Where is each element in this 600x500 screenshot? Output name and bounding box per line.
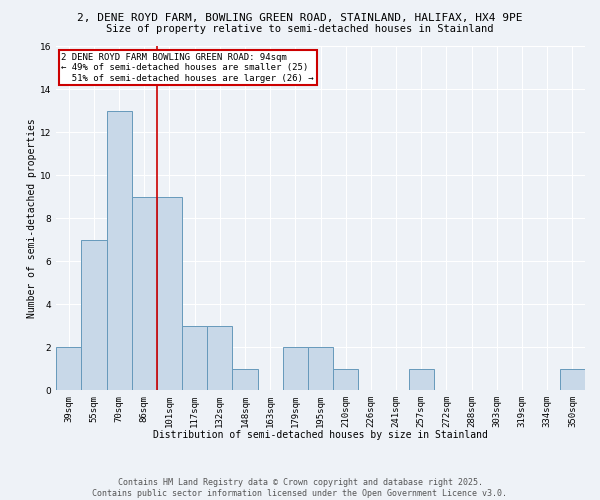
X-axis label: Distribution of semi-detached houses by size in Stainland: Distribution of semi-detached houses by … — [153, 430, 488, 440]
Bar — [560, 368, 585, 390]
Y-axis label: Number of semi-detached properties: Number of semi-detached properties — [27, 118, 37, 318]
Bar — [333, 368, 358, 390]
Text: 2 DENE ROYD FARM BOWLING GREEN ROAD: 94sqm
← 49% of semi-detached houses are sma: 2 DENE ROYD FARM BOWLING GREEN ROAD: 94s… — [61, 53, 314, 82]
Bar — [232, 368, 257, 390]
Text: Size of property relative to semi-detached houses in Stainland: Size of property relative to semi-detach… — [106, 24, 494, 34]
Bar — [131, 196, 157, 390]
Bar — [182, 326, 207, 390]
Bar — [82, 240, 107, 390]
Text: 2, DENE ROYD FARM, BOWLING GREEN ROAD, STAINLAND, HALIFAX, HX4 9PE: 2, DENE ROYD FARM, BOWLING GREEN ROAD, S… — [77, 12, 523, 22]
Bar — [157, 196, 182, 390]
Bar — [56, 347, 82, 390]
Bar — [107, 110, 131, 390]
Bar — [207, 326, 232, 390]
Bar — [308, 347, 333, 390]
Text: Contains HM Land Registry data © Crown copyright and database right 2025.
Contai: Contains HM Land Registry data © Crown c… — [92, 478, 508, 498]
Bar — [283, 347, 308, 390]
Bar — [409, 368, 434, 390]
